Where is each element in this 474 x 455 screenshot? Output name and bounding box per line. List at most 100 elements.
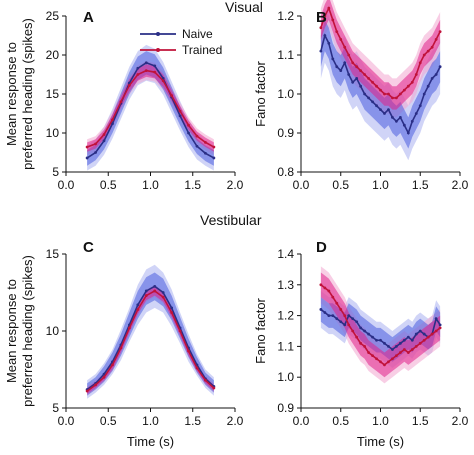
data-point-trained [422, 338, 426, 342]
data-point-trained [144, 294, 148, 297]
condition-title-visual: Visual [225, 0, 263, 15]
legend: Naive Trained [140, 27, 222, 57]
data-point-naive [395, 119, 398, 123]
data-point-naive [144, 61, 148, 65]
data-point-naive [363, 92, 366, 96]
y-tick-label: 0.9 [277, 401, 294, 415]
data-point-naive [351, 317, 355, 321]
y-tick-label: 20 [46, 48, 60, 62]
data-point-trained [327, 6, 331, 10]
data-point-trained [418, 341, 422, 345]
series-line-trained [86, 290, 215, 392]
band-inner-trained [320, 0, 441, 110]
y-axis-label-line2: preferred heading (spikes) [20, 18, 35, 170]
data-point-naive [379, 338, 382, 342]
data-point-trained [85, 389, 89, 393]
data-point-trained [136, 73, 140, 76]
x-tick-label: 1.0 [372, 414, 389, 428]
data-point-trained [422, 53, 426, 57]
y-axis-label: Fano factor [253, 60, 268, 126]
data-point-trained [204, 140, 207, 144]
data-point-trained [410, 348, 414, 351]
panels-group: 0.0 0.5 1.0 1.5 2.0 5 10 15 20 25 Mean response to… [4, 0, 469, 449]
band-inner-trained [87, 286, 214, 395]
data-point-naive [327, 41, 331, 45]
x-tick-label: 1.0 [142, 414, 159, 428]
panel-letter-d: D [316, 239, 327, 256]
data-point-naive [426, 84, 430, 88]
data-point-naive [339, 69, 343, 72]
panel-letter-b: B [316, 9, 327, 26]
data-point-trained [127, 326, 131, 330]
data-point-trained [119, 346, 123, 350]
data-point-naive [375, 104, 378, 108]
data-point-naive [136, 66, 140, 70]
data-point-naive [371, 100, 374, 104]
data-point-trained [195, 134, 199, 138]
data-point-trained [383, 92, 386, 96]
data-point-naive [331, 57, 335, 61]
data-point-naive [187, 131, 190, 135]
data-point-naive [438, 323, 442, 327]
data-point-trained [178, 329, 182, 333]
data-point-trained [371, 80, 374, 84]
y-tick-label: 0.9 [277, 126, 294, 140]
data-point-naive [434, 73, 438, 76]
data-point-trained [85, 145, 89, 149]
legend-marker-naive [156, 32, 160, 36]
data-point-naive [85, 156, 89, 160]
data-point-naive [343, 323, 347, 327]
y-axis-label: Fano factor [253, 297, 268, 363]
condition-title-vestibular: Vestibular [200, 212, 262, 228]
data-point-naive [410, 119, 414, 123]
data-point-naive [414, 112, 418, 115]
data-point-trained [153, 70, 157, 74]
data-point-trained [187, 123, 190, 127]
data-point-trained [323, 14, 327, 18]
data-point-naive [355, 77, 359, 80]
x-tick-label: 0.5 [332, 414, 349, 428]
panel-b: 0.0 0.5 1.0 1.5 2.0 0.8 0.9 1.0 1.1 1.2 Fano facto… [253, 0, 469, 192]
data-point-trained [178, 109, 182, 113]
data-point-trained [335, 30, 339, 33]
data-point-trained [331, 18, 335, 22]
data-point-naive [395, 345, 398, 348]
data-point-trained [375, 357, 378, 361]
data-point-trained [434, 329, 438, 333]
y-tick-label: 1.0 [277, 370, 294, 384]
data-point-naive [153, 284, 157, 288]
data-point-naive [339, 320, 343, 324]
x-tick-label: 2.0 [227, 414, 244, 428]
data-point-trained [212, 386, 216, 390]
data-point-naive [375, 338, 378, 342]
y-tick-label: 1.2 [277, 309, 294, 323]
data-point-naive [379, 108, 382, 111]
data-point-naive [398, 341, 402, 345]
data-point-naive [359, 326, 363, 330]
data-point-naive [212, 156, 216, 160]
data-point-trained [347, 323, 351, 327]
data-point-naive [402, 338, 406, 342]
data-point-naive [434, 317, 438, 321]
data-point-naive [414, 332, 418, 336]
data-point-naive [153, 64, 157, 68]
band-inner-trained [87, 64, 214, 152]
data-point-naive [343, 61, 347, 65]
data-point-naive [418, 329, 422, 333]
data-point-trained [323, 286, 327, 290]
data-point-naive [351, 80, 355, 84]
data-point-naive [323, 311, 327, 314]
data-point-naive [335, 65, 339, 69]
data-point-naive [331, 314, 335, 317]
data-point-trained [387, 360, 390, 364]
panel-d: 0.0 0.5 1.0 1.5 2.0 0.9 1.0 1.1 1.2 1.3 1.4 Fano fa… [253, 239, 469, 449]
data-point-trained [212, 145, 216, 149]
x-tick-label: 1.0 [372, 178, 389, 192]
data-point-trained [375, 84, 378, 88]
data-point-trained [371, 354, 374, 358]
x-tick-label: 1.5 [184, 414, 201, 428]
data-point-naive [391, 348, 394, 351]
y-tick-label: 1.1 [277, 339, 294, 353]
y-tick-label: 1.1 [277, 48, 294, 62]
